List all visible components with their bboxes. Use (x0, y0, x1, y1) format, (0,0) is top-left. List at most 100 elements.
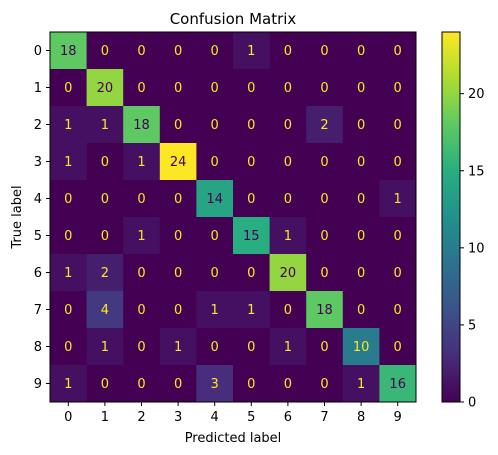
heatmap-cell-r5-c9 (379, 217, 417, 255)
heatmap-cell-r4-c4 (196, 180, 234, 218)
heatmap-cell-r8-c5 (233, 328, 271, 366)
heatmap-cell-r7-c6 (269, 291, 307, 329)
x-tick-label: 3 (174, 410, 182, 425)
y-tick-label: 3 (34, 155, 42, 170)
heatmap-cell-r5-c6 (269, 217, 307, 255)
cell-annotation-r0-c0: 18 (60, 44, 77, 59)
x-tick-label: 0 (64, 410, 72, 425)
heatmap-cell-r0-c2 (123, 32, 161, 70)
x-tick-label: 5 (247, 410, 255, 425)
cell-annotation-r6-c4: 0 (211, 266, 219, 281)
cell-annotation-r6-c8: 0 (357, 266, 365, 281)
cell-annotation-r4-c3: 0 (174, 192, 182, 207)
heatmap-cell-r9-c4 (196, 365, 234, 403)
cell-annotation-r3-c5: 0 (247, 155, 255, 170)
heatmap-cell-r9-c8 (342, 365, 380, 403)
cell-annotation-r0-c4: 0 (211, 44, 219, 59)
cell-annotation-r7-c6: 0 (284, 303, 292, 318)
cell-annotation-r5-c2: 1 (137, 229, 145, 244)
cell-annotation-r4-c6: 0 (284, 192, 292, 207)
cell-annotation-r6-c2: 0 (137, 266, 145, 281)
plot-frame (49, 31, 417, 403)
heatmap-cell-r2-c0 (50, 106, 88, 144)
heatmap-cell-r9-c0 (50, 365, 88, 403)
heatmap-cell-r8-c9 (379, 328, 417, 366)
cell-annotation-r1-c2: 0 (137, 81, 145, 96)
heatmap-cell-r2-c4 (196, 106, 234, 144)
heatmap-cell-r9-c7 (306, 365, 344, 403)
x-tick-label: 7 (320, 410, 328, 425)
cell-annotation-r8-c5: 0 (247, 340, 255, 355)
heatmap-cell-r4-c5 (233, 180, 271, 218)
cell-annotation-r2-c1: 1 (101, 118, 109, 133)
cell-annotation-r9-c2: 0 (137, 377, 145, 392)
heatmap-cell-r3-c6 (269, 143, 307, 181)
heatmap-cell-r8-c6 (269, 328, 307, 366)
heatmap-cell-r9-c3 (159, 365, 197, 403)
heatmap-cell-r0-c4 (196, 32, 234, 70)
heatmap-cell-r7-c2 (123, 291, 161, 329)
heatmap-cell-r2-c5 (233, 106, 271, 144)
y-tick-label: 7 (34, 303, 42, 318)
heatmap-cell-r2-c9 (379, 106, 417, 144)
cell-annotation-r2-c7: 2 (320, 118, 328, 133)
cell-annotation-r7-c8: 0 (357, 303, 365, 318)
cell-annotation-r9-c6: 0 (284, 377, 292, 392)
heatmap-cell-r1-c4 (196, 69, 234, 107)
heatmap-cell-r9-c5 (233, 365, 271, 403)
cell-annotation-r7-c9: 0 (394, 303, 402, 318)
heatmap-cell-r0-c0 (50, 32, 88, 70)
heatmap-cell-r6-c3 (159, 254, 197, 292)
cell-annotation-r8-c6: 1 (284, 340, 292, 355)
heatmap-cell-r3-c0 (50, 143, 88, 181)
cell-annotation-r8-c4: 0 (211, 340, 219, 355)
heatmap-cell-r3-c9 (379, 143, 417, 181)
cell-annotation-r6-c5: 0 (247, 266, 255, 281)
heatmap-cell-r1-c7 (306, 69, 344, 107)
cell-annotation-r7-c7: 18 (316, 303, 333, 318)
cell-annotation-r1-c6: 0 (284, 81, 292, 96)
heatmap-cell-r7-c0 (50, 291, 88, 329)
cell-annotation-r3-c1: 0 (101, 155, 109, 170)
cell-annotation-r4-c8: 0 (357, 192, 365, 207)
heatmap-cell-r0-c6 (269, 32, 307, 70)
heatmap-cell-r4-c1 (86, 180, 124, 218)
cell-annotation-r3-c2: 1 (137, 155, 145, 170)
heatmap-cell-r7-c5 (233, 291, 271, 329)
heatmap-cell-r2-c8 (342, 106, 380, 144)
cell-annotation-r9-c8: 1 (357, 377, 365, 392)
heatmap-cell-r4-c3 (159, 180, 197, 218)
y-tick-label: 4 (34, 192, 42, 207)
heatmap-cell-r6-c4 (196, 254, 234, 292)
heatmap-cell-r7-c3 (159, 291, 197, 329)
chart-title: Confusion Matrix (170, 10, 297, 28)
colorbar-tick-label: 5 (468, 318, 476, 333)
cell-annotation-r3-c0: 1 (64, 155, 72, 170)
y-axis-ticks: 0 1 2 3 4 5 6 7 8 9 (34, 44, 50, 392)
heatmap-cell-r1-c8 (342, 69, 380, 107)
heatmap-cell-r5-c7 (306, 217, 344, 255)
heatmap-cell-r1-c3 (159, 69, 197, 107)
heatmap-cell-r0-c1 (86, 32, 124, 70)
cell-annotation-r6-c3: 0 (174, 266, 182, 281)
heatmap-cell-r5-c4 (196, 217, 234, 255)
cell-annotation-r2-c4: 0 (211, 118, 219, 133)
heatmap-cell-r1-c5 (233, 69, 271, 107)
cell-annotation-r2-c9: 0 (394, 118, 402, 133)
cell-annotation-r1-c7: 0 (320, 81, 328, 96)
heatmap-cell-r9-c1 (86, 365, 124, 403)
heatmap-cell-r6-c6 (269, 254, 307, 292)
heatmap-cell-r5-c3 (159, 217, 197, 255)
heatmap-cell-r7-c1 (86, 291, 124, 329)
cell-annotation-r2-c8: 0 (357, 118, 365, 133)
heatmap-cell-r5-c0 (50, 217, 88, 255)
cell-annotation-r9-c9: 16 (389, 377, 406, 392)
y-tick-label: 2 (34, 118, 42, 133)
cell-annotation-r3-c9: 0 (394, 155, 402, 170)
cell-annotation-r0-c3: 0 (174, 44, 182, 59)
heatmap-cell-r8-c7 (306, 328, 344, 366)
cell-annotation-r4-c9: 1 (394, 192, 402, 207)
heatmap-cell-r5-c2 (123, 217, 161, 255)
colorbar-tick-label: 10 (468, 241, 485, 256)
cell-annotation-r6-c0: 1 (64, 266, 72, 281)
